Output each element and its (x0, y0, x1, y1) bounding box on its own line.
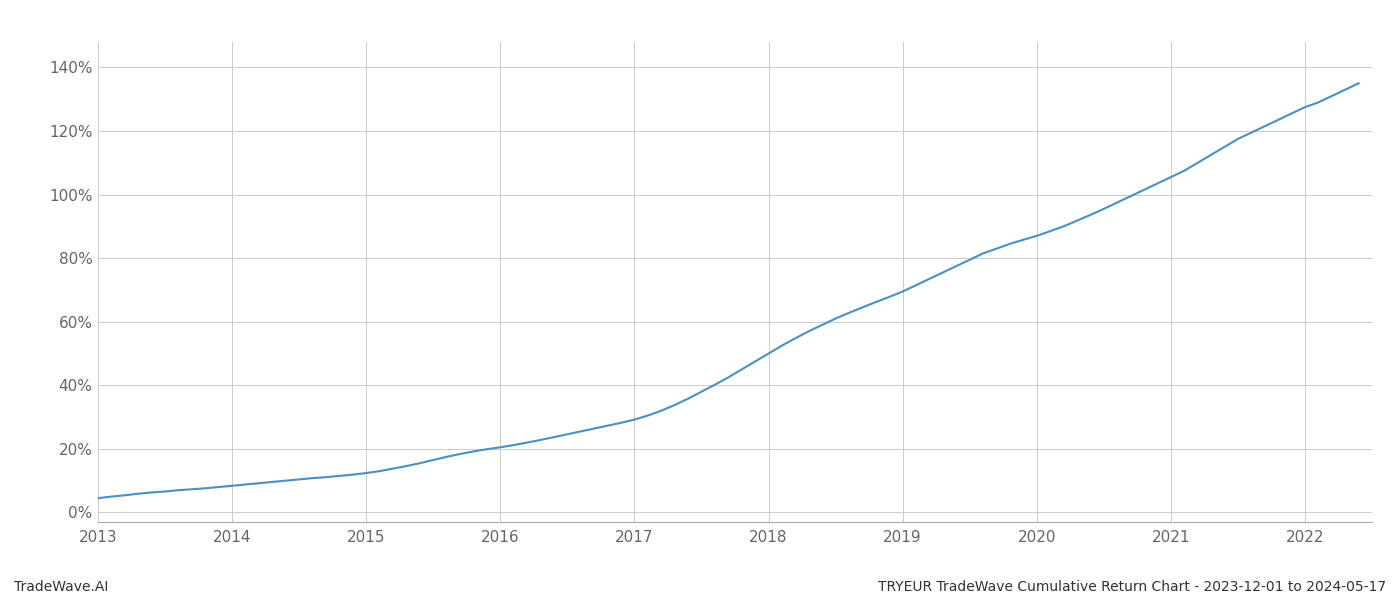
Text: TradeWave.AI: TradeWave.AI (14, 580, 108, 594)
Text: TRYEUR TradeWave Cumulative Return Chart - 2023-12-01 to 2024-05-17: TRYEUR TradeWave Cumulative Return Chart… (878, 580, 1386, 594)
